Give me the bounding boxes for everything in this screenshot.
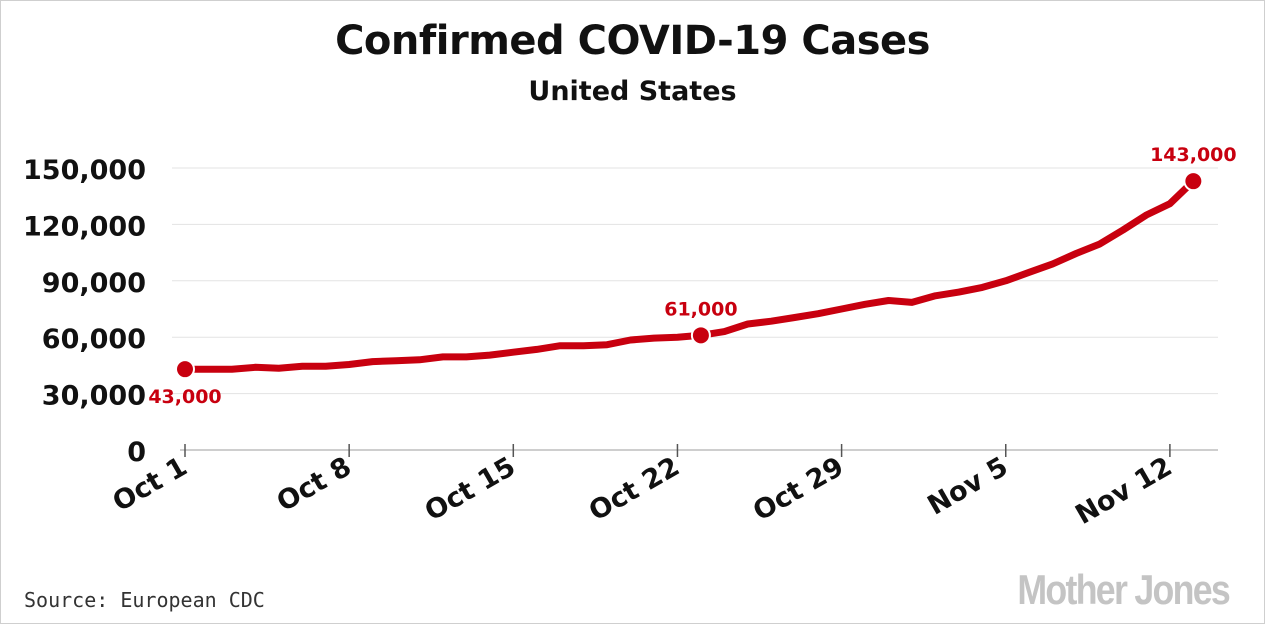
- x-tick-label: Nov 5: [922, 451, 1013, 521]
- x-tick-label: Oct 1: [108, 451, 193, 518]
- x-tick-label: Nov 12: [1070, 451, 1177, 531]
- y-tick-label: 30,000: [42, 381, 146, 412]
- data-point-marker: [690, 325, 711, 346]
- chart-title: Confirmed COVID-19 Cases: [335, 18, 930, 64]
- y-axis: 0 30,000 60,000 90,000 120,000 150,000: [23, 155, 146, 468]
- brand-logo: Mother Jones: [1017, 566, 1230, 613]
- series-line: [181, 177, 1197, 373]
- y-tick-label: 120,000: [23, 211, 146, 242]
- chart-subtitle: United States: [528, 76, 737, 107]
- x-tick-label: Oct 29: [748, 451, 849, 527]
- gridlines: [172, 167, 1218, 395]
- data-label: 143,000: [1150, 144, 1237, 166]
- data-label: 43,000: [148, 386, 221, 408]
- data-label: 61,000: [664, 298, 737, 320]
- data-point-marker: [1183, 171, 1204, 192]
- x-tick-label: Oct 15: [420, 451, 521, 527]
- data-point-marker: [175, 359, 195, 380]
- series-group: [181, 177, 1197, 373]
- y-tick-label: 90,000: [42, 268, 146, 299]
- annotations: 43,000 61,000 143,000: [148, 144, 1236, 408]
- y-tick-label: 150,000: [23, 155, 146, 186]
- x-tick-label: Oct 22: [584, 451, 685, 527]
- y-tick-label: 0: [127, 437, 146, 468]
- x-tick-label: Oct 8: [272, 451, 357, 518]
- x-axis: Oct 1 Oct 8 Oct 15 Oct 22 Oct 29 Nov 5 Nov 12: [108, 444, 1218, 531]
- source-note: Source: European CDC: [24, 588, 265, 612]
- y-tick-label: 60,000: [42, 324, 146, 355]
